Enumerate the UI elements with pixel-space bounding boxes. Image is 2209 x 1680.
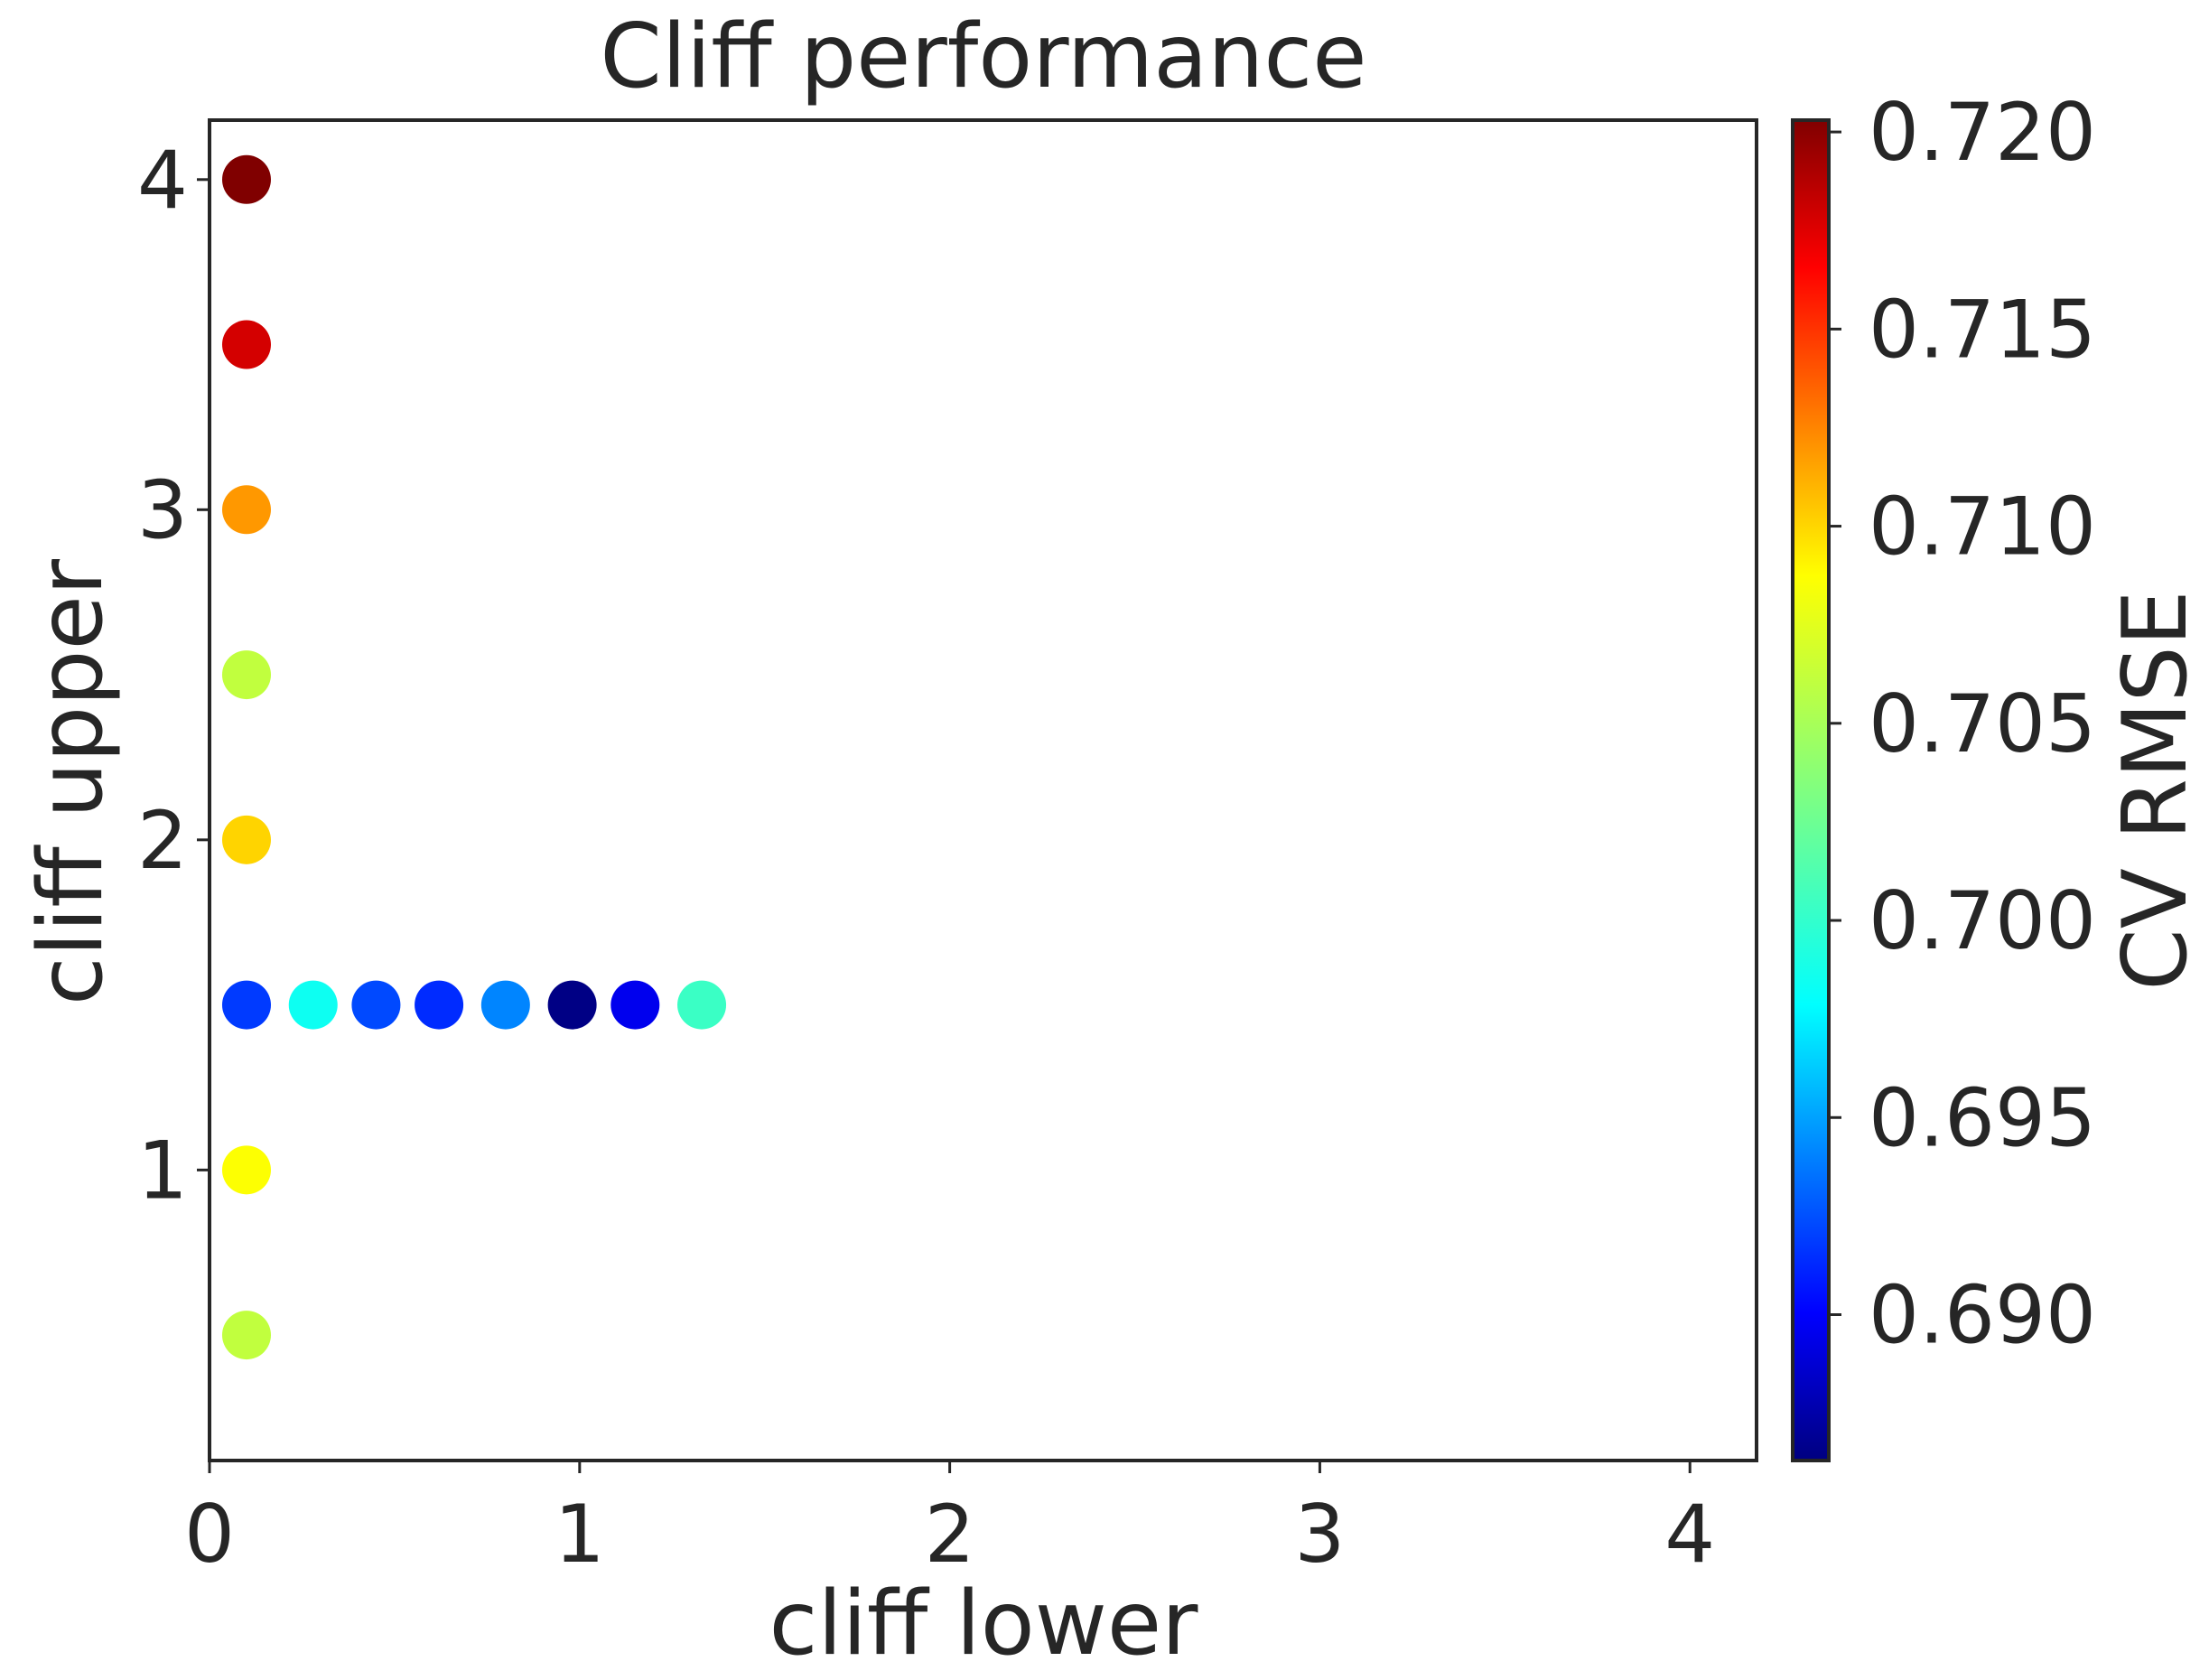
y-tick-label: 3: [137, 463, 188, 556]
y-axis-ticks: 1 2 3 4: [137, 134, 210, 1217]
x-axis-label: cliff lower: [769, 1573, 1199, 1675]
x-axis-ticks: 0 1 2 3 4: [184, 1461, 1715, 1581]
scatter-point: [221, 1311, 271, 1360]
scatter-point: [611, 980, 660, 1030]
y-axis-label: cliff upper: [20, 558, 123, 1005]
x-tick-label: 3: [1294, 1488, 1345, 1581]
scatter-point: [288, 980, 338, 1030]
colorbar-tick-label: 0.710: [1869, 481, 2096, 574]
colorbar-tick-label: 0.700: [1869, 874, 2096, 967]
scatter-point: [221, 980, 271, 1030]
x-tick-label: 1: [555, 1488, 605, 1581]
colorbar-tick-label: 0.695: [1869, 1071, 2096, 1164]
x-tick-label: 2: [925, 1488, 975, 1581]
colorbar-ticks: 0.690 0.695 0.700 0.705 0.710 0.715 0.720: [1829, 86, 2096, 1362]
y-tick-label: 2: [137, 794, 188, 887]
scatter-point: [351, 980, 401, 1030]
data-points: [221, 154, 727, 1360]
scatter-point: [415, 980, 464, 1030]
y-tick-label: 4: [137, 134, 188, 227]
scatter-point: [221, 485, 271, 535]
colorbar-tick-label: 0.705: [1869, 677, 2096, 770]
colorbar-label: CV RMSE: [2104, 590, 2207, 990]
colorbar-tick-label: 0.720: [1869, 86, 2096, 179]
scatter-point: [221, 154, 271, 204]
chart-title: Cliff performance: [600, 5, 1366, 108]
scatter-point: [677, 980, 727, 1030]
plot-frame: [208, 118, 1758, 1462]
y-tick-label: 1: [137, 1124, 188, 1217]
scatter-point: [221, 815, 271, 864]
scatter-point: [480, 980, 530, 1030]
x-tick-label: 4: [1664, 1488, 1715, 1581]
x-tick-label: 0: [184, 1488, 235, 1581]
colorbar-tick-label: 0.715: [1869, 283, 2096, 376]
colorbar-tick-label: 0.690: [1869, 1269, 2096, 1362]
colorbar: [1791, 118, 1831, 1462]
scatter-point: [221, 650, 271, 700]
scatter-point: [547, 980, 597, 1030]
scatter-point: [221, 320, 271, 369]
scatter-point: [221, 1145, 271, 1195]
